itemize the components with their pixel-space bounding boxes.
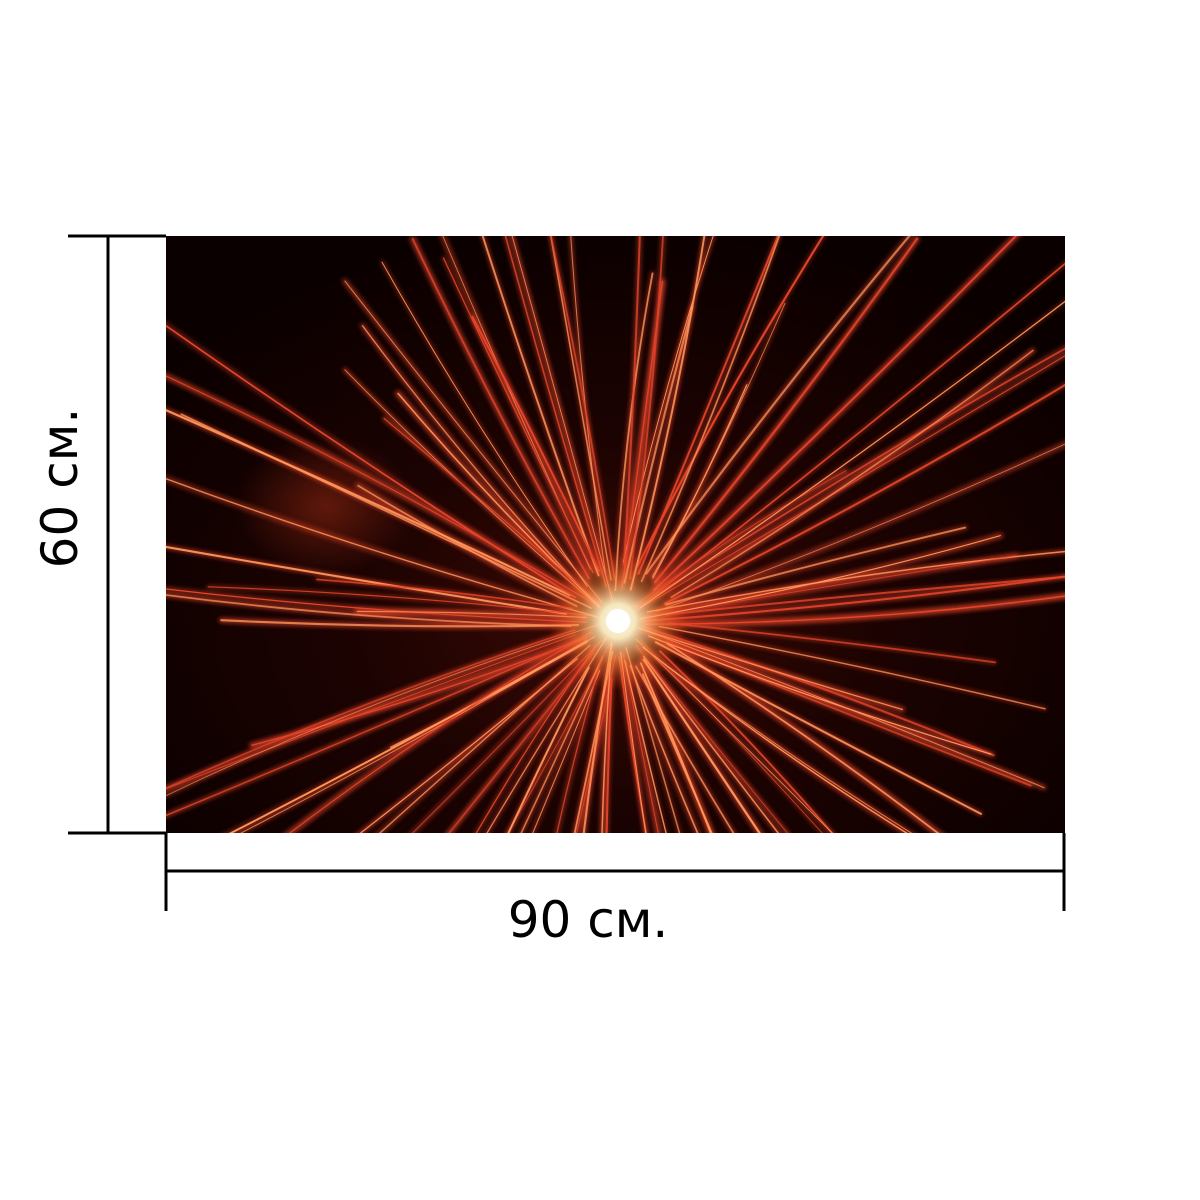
firework-streak [448,651,595,833]
firework-streak [316,578,573,610]
width-label: 90 см. [507,891,669,949]
firework-streak [251,637,588,746]
firework-streak [511,236,614,602]
firework-streak [639,535,1001,620]
firework-streak [378,644,591,833]
firework-streak [228,640,588,833]
firework-streak [442,257,594,574]
firework-streak [658,625,1046,710]
firework-streak [289,631,592,833]
firework-streak [166,409,571,597]
firework-streak [166,477,598,618]
firework-streak [550,236,612,581]
firework-streak [411,238,590,579]
firework-streak [620,651,647,833]
firework-streak [648,635,992,755]
firework-streak [651,303,786,577]
firework-streak [166,545,567,615]
firework-streaks [166,236,1065,833]
firework-streak [648,262,1065,600]
firework-streak [481,236,600,577]
firework-streak [507,666,590,833]
firework-photo [166,236,1065,833]
firework-streak [582,642,613,833]
firework-streak [666,642,940,833]
firework-streak [644,595,1065,625]
firework-streak [344,280,603,603]
firework-streak [642,655,780,833]
firework-streak [642,658,761,833]
firework-streak [166,629,576,789]
firework-streak [220,619,580,628]
firework-streak [622,236,714,563]
firework-streak [550,236,616,581]
firework-streak [623,306,694,584]
firework-streak [652,384,748,579]
firework-streak [381,261,588,587]
firework-streak [629,664,699,833]
firework-streak [635,645,788,833]
firework-streak [629,236,706,591]
firework-streak [628,236,664,580]
firework-streak [166,588,587,623]
firework-streak [637,355,1065,611]
firework-streak [635,665,735,833]
firework-streak [361,325,591,598]
firework-streak [166,624,599,797]
firework-streak [659,650,834,833]
firework-streak [573,650,614,833]
firework-streak [640,236,781,583]
firework-streak [622,653,659,833]
firework-streak [668,622,997,664]
firework-streak [653,236,1018,591]
firework-streak [654,656,913,833]
firework-streak [654,641,982,815]
firework-streak [642,626,995,757]
firework-streak [166,638,580,817]
firework-streak [576,655,616,833]
firework-streak [635,638,833,833]
firework-streak [166,324,576,599]
firework-streak [646,550,1065,613]
firework-streak [614,272,654,592]
firework-streak [507,642,611,833]
firework-streak [656,443,1065,612]
firework-streak [471,316,600,572]
firework-streak [166,375,598,606]
firework-streak [504,236,607,587]
firework-streak [645,236,911,575]
firework-streak [412,640,602,833]
firework-streak [670,349,1034,598]
height-label: 60 см. [31,407,89,569]
firework-streak [664,383,1065,605]
firework-streak [475,645,597,833]
firework-streak [166,594,572,627]
firework-streak [624,660,667,833]
firework-streak [664,575,1065,616]
firework-streak [601,662,612,833]
firework-streak [637,236,779,575]
firework-streak [654,237,919,584]
firework-streak [166,634,576,790]
firework-core-hot [606,609,630,633]
smoke-haze [236,436,416,576]
firework-streak [636,347,1065,608]
firework-streak [642,646,908,833]
firework-streak [207,586,590,616]
firework-streak [520,657,603,833]
firework-streak [605,678,613,833]
firework-streak [623,236,641,566]
firework-streak [532,669,601,833]
firework-streak [639,300,1065,609]
firework-streak [556,655,603,833]
firework-streak [486,637,607,833]
